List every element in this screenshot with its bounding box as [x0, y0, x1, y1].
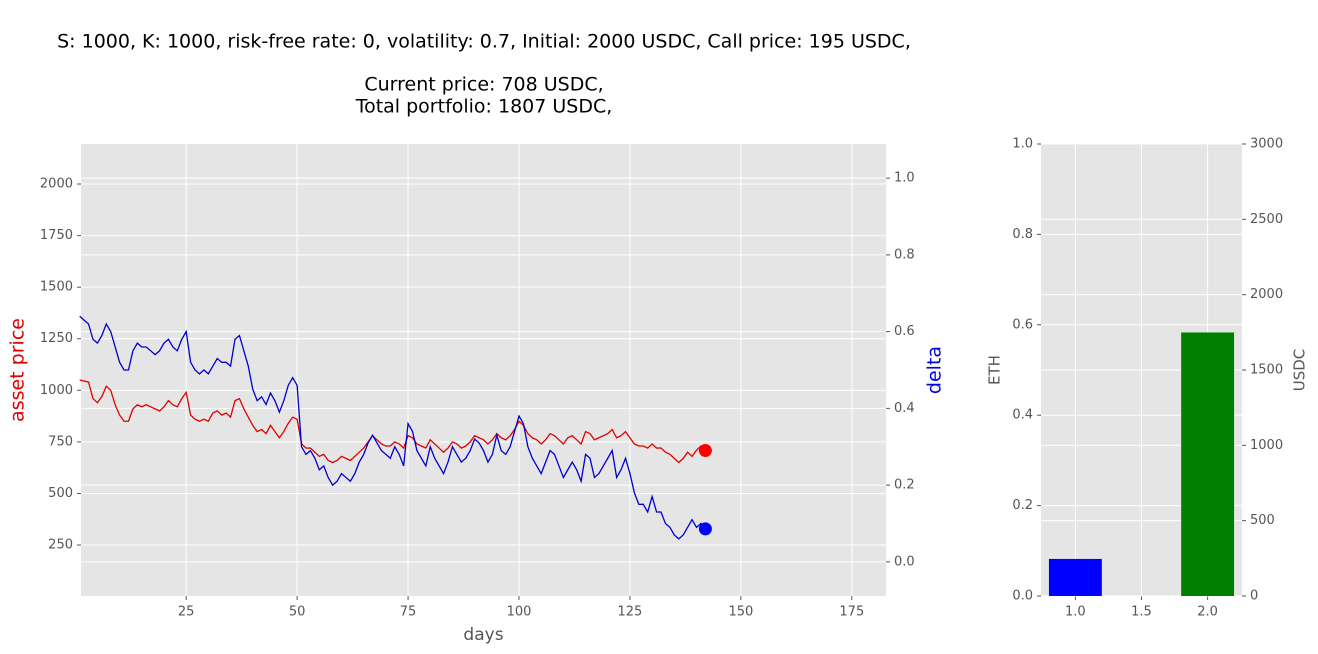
y-tick-label: 0.0 [1012, 589, 1033, 604]
y2-tick-label: 3000 [1250, 137, 1283, 152]
x-tick-label: 150 [728, 605, 753, 620]
y-tick-label: 1750 [40, 228, 73, 243]
marker [698, 522, 712, 536]
x-tick-label: 2.0 [1197, 605, 1218, 620]
line-series [79, 315, 706, 540]
marker [698, 444, 712, 458]
y2-tick-label: 0.6 [894, 324, 915, 339]
x-axis-label: days [463, 625, 503, 645]
y-tick-label: 750 [48, 434, 73, 449]
x-tick-label: 175 [839, 605, 864, 620]
y-tick-label: 0.4 [1012, 408, 1033, 423]
figure-title: S: 1000, K: 1000, risk-free rate: 0, vol… [57, 31, 911, 53]
x-tick-label: 125 [618, 605, 643, 620]
x-tick-label: 50 [289, 605, 306, 620]
y2-tick-label: 2500 [1250, 212, 1283, 227]
x-tick-label: 100 [507, 605, 532, 620]
y2-axis-label: delta [924, 346, 946, 394]
x-tick-label: 1.0 [1065, 605, 1086, 620]
y-tick-label: 1250 [40, 331, 73, 346]
y-tick-label: 1.0 [1012, 137, 1033, 152]
y-tick-label: 1500 [40, 280, 73, 295]
y-tick-label: 0.6 [1012, 317, 1033, 332]
y2-tick-label: 2000 [1250, 287, 1283, 302]
x-tick-label: 1.5 [1131, 605, 1152, 620]
y-tick-label: 250 [48, 538, 73, 553]
y2-tick-label: 0.0 [894, 554, 915, 569]
y-tick-label: 2000 [40, 177, 73, 192]
figure-title: Current price: 708 USDC, [364, 74, 603, 96]
y-tick-label: 0.2 [1012, 498, 1033, 513]
y2-tick-label: 1000 [1250, 438, 1283, 453]
y2-axis-label: USDC [1291, 349, 1309, 392]
plot-area [81, 144, 886, 596]
figure-title: Total portfolio: 1807 USDC, [355, 96, 613, 118]
x-tick-label: 75 [400, 605, 417, 620]
y-tick-label: 500 [48, 486, 73, 501]
bar [1181, 332, 1235, 596]
bar [1048, 558, 1102, 596]
y2-tick-label: 0.8 [894, 247, 915, 262]
y2-tick-label: 0.2 [894, 478, 915, 493]
y2-tick-label: 0.4 [894, 401, 915, 416]
y2-tick-label: 1.0 [894, 171, 915, 186]
x-tick-label: 25 [178, 605, 195, 620]
y-axis-label: asset price [7, 318, 29, 422]
line-series [79, 379, 706, 464]
y2-tick-label: 1500 [1250, 363, 1283, 378]
y-tick-label: 1000 [40, 383, 73, 398]
y-tick-label: 0.8 [1012, 227, 1033, 242]
y2-tick-label: 0 [1250, 589, 1258, 604]
y2-tick-label: 500 [1250, 513, 1275, 528]
y-axis-label: ETH [986, 355, 1004, 385]
